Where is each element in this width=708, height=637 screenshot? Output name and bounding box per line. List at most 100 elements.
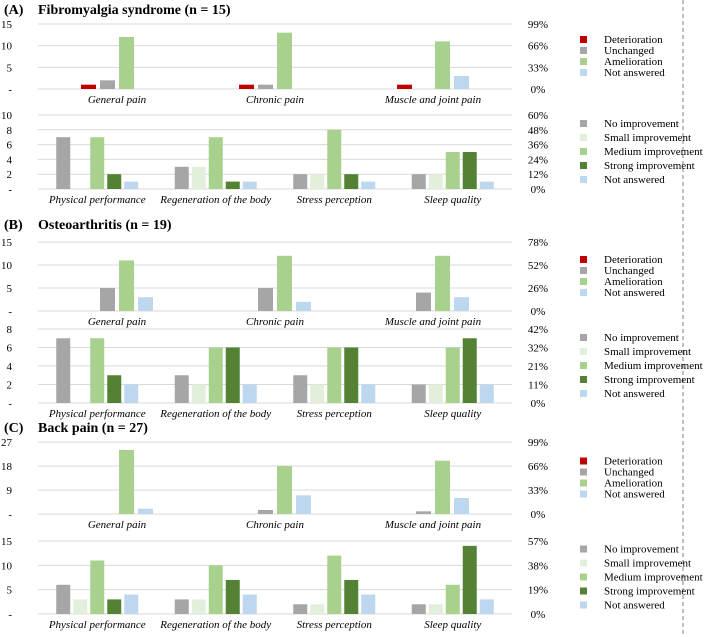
bar — [435, 41, 450, 89]
legend-label: Strong improvement — [604, 586, 695, 598]
category-label: Regeneration of the body — [159, 194, 271, 206]
category-label: Stress perception — [297, 194, 373, 206]
bar — [208, 137, 223, 189]
legend-label: Strong improvement — [604, 374, 695, 386]
y-tick-label: 2 — [7, 169, 13, 181]
y2-tick-label: 66% — [528, 41, 548, 53]
bar — [119, 450, 134, 514]
y2-tick-label: 99% — [528, 437, 548, 449]
bar — [174, 599, 189, 614]
bar — [124, 594, 139, 614]
section-title: Fibromyalgia syndrome (n = 15) — [38, 3, 231, 18]
bar — [428, 604, 443, 614]
legend-swatch — [580, 47, 587, 54]
bar — [174, 166, 189, 189]
legend-label: No improvement — [604, 118, 679, 130]
bar — [416, 292, 431, 311]
category-label: Muscle and joint pain — [384, 94, 482, 106]
category-label: Chronic pain — [246, 94, 304, 106]
bar — [411, 384, 426, 403]
bar — [225, 347, 240, 403]
bar — [428, 384, 443, 403]
y-tick-label: 4 — [7, 361, 13, 373]
bar — [73, 599, 88, 614]
bar — [361, 181, 376, 189]
legend-label: Deterioration — [604, 456, 663, 468]
y2-tick-label: 33% — [528, 62, 548, 74]
bar — [411, 174, 426, 189]
bar — [174, 375, 189, 403]
legend-swatch — [580, 573, 587, 581]
legend-swatch — [580, 376, 587, 383]
legend-label: Deterioration — [604, 254, 663, 266]
bar — [479, 181, 494, 189]
bar — [124, 384, 139, 403]
y2-tick-label: 0% — [531, 184, 546, 196]
legend-swatch — [580, 490, 587, 498]
bar — [191, 384, 206, 403]
legend-label: Medium improvement — [604, 146, 703, 158]
y2-tick-label: 26% — [528, 283, 548, 295]
legend-label: Not answered — [604, 600, 665, 612]
legend-label: Amelioration — [604, 276, 663, 288]
y2-tick-label: 12% — [528, 169, 548, 181]
legend-label: Small improvement — [604, 132, 691, 144]
bar — [208, 565, 223, 614]
legend-label: Deterioration — [604, 34, 663, 46]
section-title: Back pain (n = 27) — [38, 421, 148, 436]
bar — [277, 466, 292, 514]
bar — [107, 375, 122, 403]
legend-swatch — [580, 334, 587, 341]
bar — [397, 84, 412, 89]
y2-tick-label: 52% — [528, 260, 548, 272]
bar — [124, 181, 139, 189]
legend-label: Not answered — [604, 388, 665, 400]
y-tick-label: - — [8, 398, 12, 410]
bar — [242, 181, 257, 189]
bar — [327, 347, 342, 403]
category-label: General pain — [88, 316, 147, 328]
legend-label: Unchanged — [604, 467, 655, 479]
legend-swatch — [580, 278, 587, 285]
bar — [462, 338, 477, 403]
legend-label: Not answered — [604, 174, 665, 186]
bar — [56, 338, 71, 403]
y-tick-label: 10 — [1, 260, 13, 272]
bar — [293, 604, 308, 614]
bar — [445, 347, 460, 403]
y2-tick-label: 11% — [528, 380, 548, 392]
legend-label: No improvement — [604, 544, 679, 556]
section-label: (C) — [4, 421, 24, 436]
y-tick-label: 18 — [1, 461, 13, 473]
category-label: Physical performance — [48, 408, 146, 420]
bar — [462, 545, 477, 614]
y-tick-label: 10 — [1, 41, 13, 53]
legend-swatch — [580, 587, 587, 595]
bar — [454, 297, 469, 311]
category-label: General pain — [88, 94, 147, 106]
category-label: Regeneration of the body — [159, 619, 271, 631]
category-label: Chronic pain — [246, 519, 304, 531]
legend-swatch — [580, 134, 587, 141]
y-tick-label: - — [8, 306, 12, 318]
bar — [293, 375, 308, 403]
y-tick-label: 4 — [7, 154, 13, 166]
y-tick-label: - — [8, 609, 12, 621]
bar — [138, 508, 153, 514]
chart-panel: - 2 4 6 8 10 0% 12% 24% 36% 48% 60% Physical perform… — [1, 110, 703, 206]
bar — [361, 384, 376, 403]
bar — [239, 84, 254, 89]
legend-swatch — [580, 267, 587, 274]
y2-tick-label: 78% — [528, 237, 548, 249]
section-label: (A) — [4, 3, 24, 18]
y2-tick-label: 57% — [528, 536, 548, 548]
legend-label: Not answered — [604, 67, 665, 79]
y2-tick-label: 99% — [528, 19, 548, 31]
legend-swatch — [580, 390, 587, 397]
bar — [428, 174, 443, 189]
bar — [258, 510, 273, 514]
y2-tick-label: 0% — [531, 609, 546, 621]
y2-tick-label: 32% — [528, 343, 548, 355]
y-tick-label: - — [8, 184, 12, 196]
